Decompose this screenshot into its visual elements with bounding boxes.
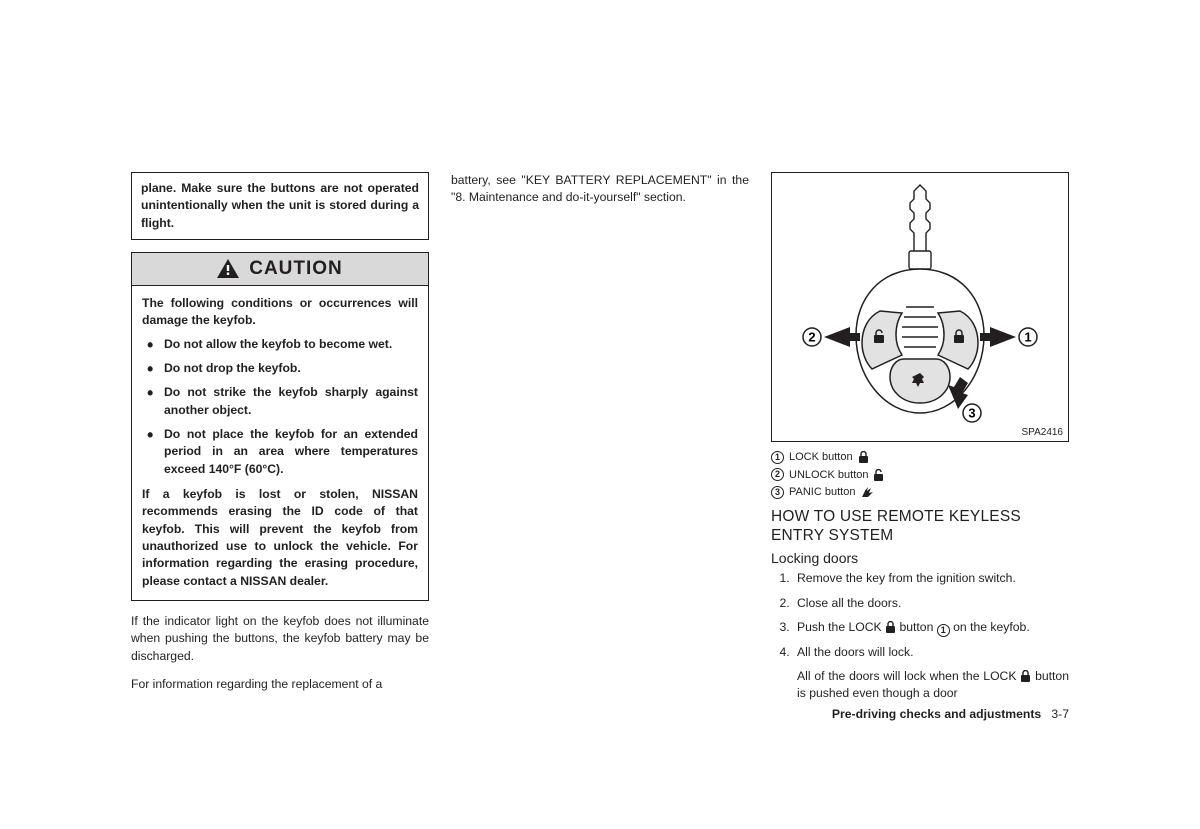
caution-item: Do not strike the keyfob sharply against… [142, 384, 418, 419]
page-footer: Pre-driving checks and adjustments 3-7 [771, 707, 1069, 721]
panic-icon [860, 487, 873, 498]
column-2: battery, see "KEY BATTERY REPLACEMENT" i… [451, 172, 749, 792]
circled-number-icon: 1 [771, 451, 784, 464]
body-paragraph: battery, see "KEY BATTERY REPLACEMENT" i… [451, 172, 749, 207]
unlock-icon [873, 469, 884, 481]
caution-item: Do not allow the keyfob to become wet. [142, 336, 418, 353]
legend-row: 2 UNLOCK button [771, 467, 1069, 484]
step-continuation: All of the doors will lock when the LOCK… [771, 668, 1069, 703]
step-item: Remove the key from the ignition switch. [793, 570, 1069, 587]
circled-number-icon: 2 [771, 468, 784, 481]
caution-list: Do not allow the keyfob to become wet. D… [142, 336, 418, 478]
body-paragraph: For information regarding the replacemen… [131, 676, 429, 693]
step-item: Close all the doors. [793, 595, 1069, 612]
footer-page-number: 3-7 [1051, 707, 1069, 721]
warning-box-continued: plane. Make sure the buttons are not ope… [131, 172, 429, 240]
lock-icon [858, 451, 869, 463]
steps-list: Remove the key from the ignition switch.… [771, 570, 1069, 703]
column-3: 2 1 3 SPA2416 1 LOCK button 2 UNLOCK but… [771, 172, 1069, 792]
caution-body: The following conditions or occurrences … [131, 286, 429, 601]
caution-header: CAUTION [131, 252, 429, 286]
keyfob-figure: 2 1 3 SPA2416 [771, 172, 1069, 442]
legend-text: UNLOCK button [789, 467, 868, 484]
svg-text:3: 3 [968, 406, 975, 421]
step-item: Push the LOCK button 1 on the keyfob. [793, 619, 1069, 637]
column-1: plane. Make sure the buttons are not ope… [131, 172, 429, 792]
footer-section-title: Pre-driving checks and adjustments [832, 707, 1041, 721]
legend-row: 1 LOCK button [771, 449, 1069, 466]
caution-label: CAUTION [249, 258, 343, 280]
step-item: All the doors will lock. [793, 644, 1069, 661]
section-heading: HOW TO USE REMOTE KEYLESS ENTRY SYSTEM [771, 507, 1069, 546]
legend-row: 3 PANIC button [771, 484, 1069, 501]
caution-item: Do not place the keyfob for an extended … [142, 426, 418, 478]
svg-text:2: 2 [808, 330, 815, 345]
caution-item: Do not drop the keyfob. [142, 360, 418, 377]
figure-code-label: SPA2416 [1021, 427, 1063, 438]
warning-triangle-icon [217, 259, 239, 278]
keyfob-illustration-icon: 2 1 3 [772, 173, 1068, 441]
figure-legend: 1 LOCK button 2 UNLOCK button 3 PANIC bu… [771, 449, 1069, 501]
subsection-heading: Locking doors [771, 550, 1069, 566]
body-paragraph: If the indicator light on the keyfob doe… [131, 613, 429, 665]
legend-text: PANIC button [789, 484, 855, 501]
circled-number-icon: 3 [771, 486, 784, 499]
caution-after: If a keyfob is lost or stolen, NISSAN re… [142, 486, 418, 590]
caution-intro: The following conditions or occurrences … [142, 295, 418, 330]
legend-text: LOCK button [789, 449, 853, 466]
svg-text:1: 1 [1024, 330, 1031, 345]
